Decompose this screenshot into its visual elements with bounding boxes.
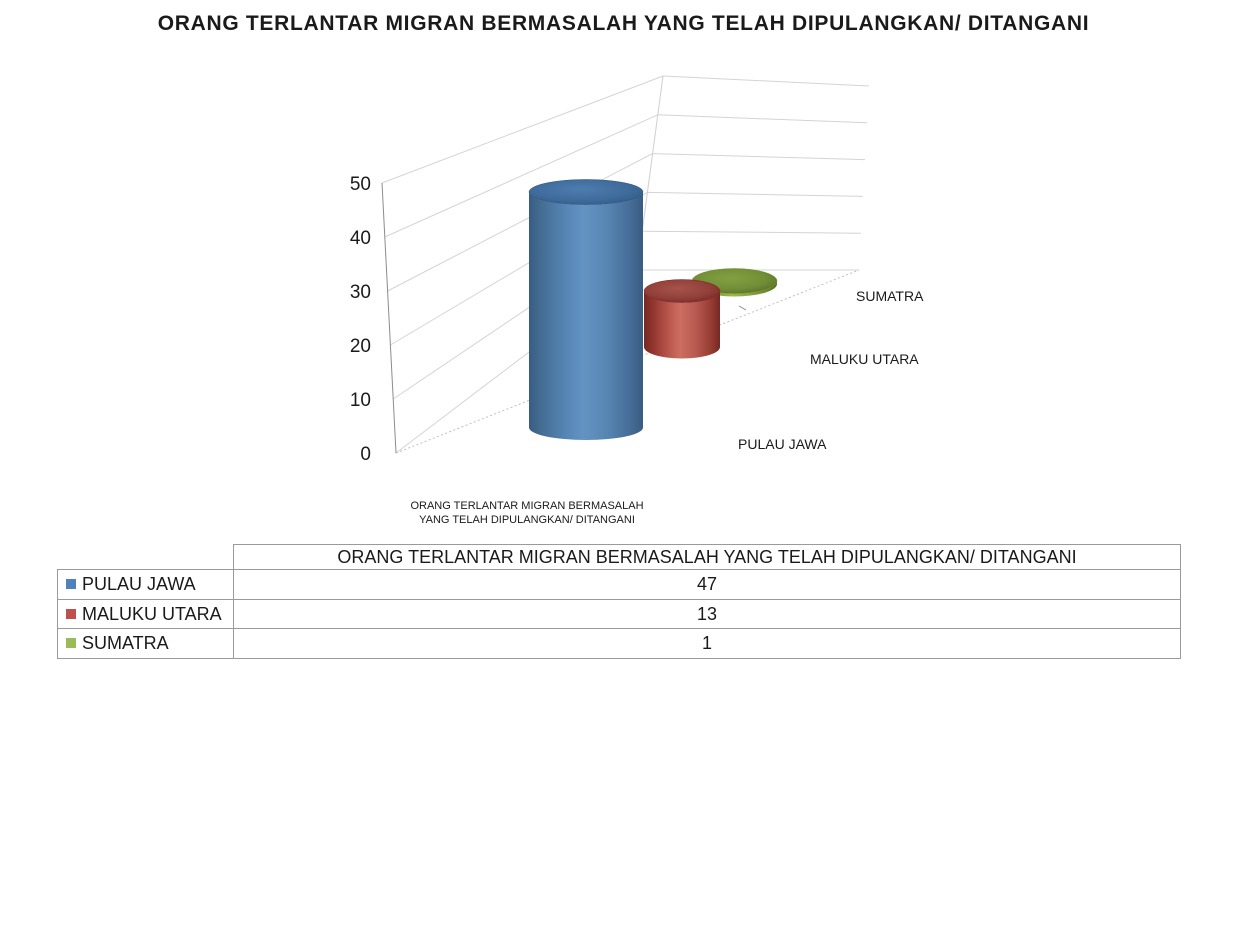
svg-text:30: 30 bbox=[350, 282, 371, 303]
svg-text:ORANG TERLANTAR MIGRAN BERMASA: ORANG TERLANTAR MIGRAN BERMASALAH bbox=[410, 500, 643, 512]
svg-text:PULAU JAWA: PULAU JAWA bbox=[738, 436, 827, 452]
svg-text:YANG TELAH DIPULANGKAN/ DITANG: YANG TELAH DIPULANGKAN/ DITANGANI bbox=[419, 514, 635, 526]
svg-text:10: 10 bbox=[350, 390, 371, 411]
svg-text:50: 50 bbox=[350, 174, 371, 195]
svg-text:SUMATRA: SUMATRA bbox=[856, 288, 924, 304]
svg-text:20: 20 bbox=[350, 336, 371, 357]
svg-text:0: 0 bbox=[360, 444, 371, 465]
svg-text:MALUKU UTARA: MALUKU UTARA bbox=[810, 351, 919, 367]
svg-text:40: 40 bbox=[350, 228, 371, 249]
